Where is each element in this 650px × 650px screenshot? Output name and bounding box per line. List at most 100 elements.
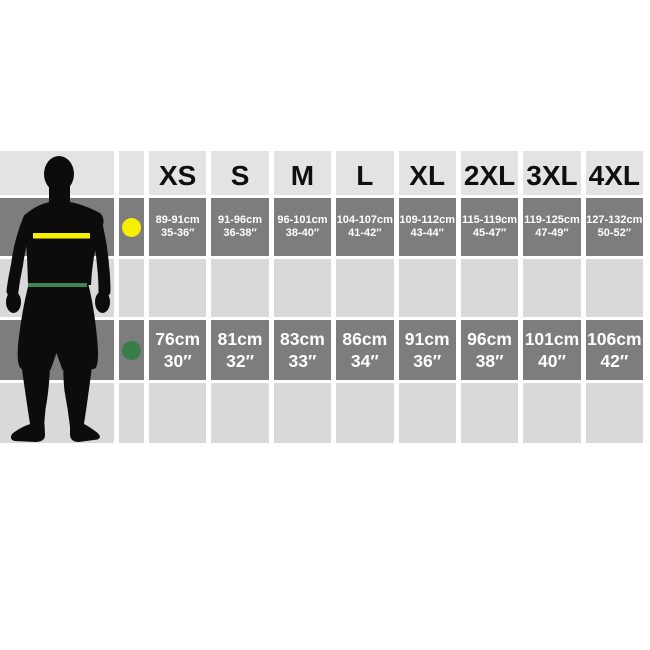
size-header-3xl: 3XL <box>523 151 581 195</box>
size-header-2xl: 2XL <box>460 151 519 195</box>
spacer-cell <box>523 383 581 443</box>
spacer-cell <box>336 383 394 443</box>
size-header-4xl: 4XL <box>585 151 643 195</box>
waist-measurement: 81cm 32″ <box>218 328 263 372</box>
waist-marker-cell <box>119 320 144 380</box>
waist-cm: 83cm <box>280 329 325 349</box>
size-header-s: S <box>211 151 269 195</box>
chest-measurement: 89-91cm 35-36″ <box>156 214 200 241</box>
waist-in: 34″ <box>350 351 379 371</box>
chest-cell-xl: 109-112cm 43-44″ <box>398 198 456 256</box>
chest-cell-2xl: 115-119cm 45-47″ <box>460 198 519 256</box>
waist-cm: 76cm <box>155 329 201 349</box>
chest-cm: 96-101cm <box>277 213 328 226</box>
chest-measurement: 91-96cm 36-38″ <box>218 214 262 241</box>
chest-measurement: 115-119cm 45-47″ <box>462 214 517 241</box>
figure-column-bottom-band <box>0 383 114 443</box>
size-label: XL <box>409 160 446 191</box>
chest-cell-l: 104-107cm 41-42″ <box>336 198 394 256</box>
size-header-xl: XL <box>398 151 456 195</box>
waist-in: 42″ <box>600 351 629 371</box>
spacer-cell <box>460 383 519 443</box>
waist-measurement: 86cm 34″ <box>342 328 387 372</box>
waist-in: 40″ <box>538 351 566 371</box>
waist-measurement: 76cm 30″ <box>155 328 200 372</box>
size-label: S <box>230 160 250 191</box>
waist-cm: 106cm <box>587 329 642 349</box>
waist-cell-s: 81cm 32″ <box>211 320 269 380</box>
size-label: M <box>290 160 315 191</box>
chest-cm: 127-132cm <box>586 213 643 226</box>
size-label: XS <box>159 160 197 191</box>
spacer-cell <box>585 383 643 443</box>
spacer-cell <box>211 383 269 443</box>
waist-cell-2xl: 96cm 38″ <box>460 320 519 380</box>
waist-in: 36″ <box>413 351 442 371</box>
chest-in: 43-44″ <box>410 227 444 239</box>
chest-cm: 104-107cm <box>336 213 393 226</box>
figure-column-header-band <box>0 151 114 195</box>
waist-measurement: 83cm 33″ <box>280 328 325 372</box>
chest-marker-cell <box>119 198 144 256</box>
chest-cm: 109-112cm <box>399 213 456 226</box>
spacer-cell <box>585 259 643 317</box>
waist-measurement: 91cm 36″ <box>405 328 450 372</box>
spacer-cell <box>149 259 207 317</box>
chest-measurement: 104-107cm 41-42″ <box>337 214 393 241</box>
chest-measurement: 96-101cm 38-40″ <box>277 214 327 241</box>
marker-column-header-band <box>119 151 144 195</box>
size-label: 3XL <box>526 160 578 191</box>
chest-in: 38-40″ <box>285 227 320 239</box>
waist-cm: 91cm <box>404 329 450 349</box>
chest-cell-4xl: 127-132cm 50-52″ <box>585 198 643 256</box>
chest-measurement: 127-132cm 50-52″ <box>586 214 642 241</box>
waist-in: 32″ <box>226 351 254 371</box>
waist-in: 33″ <box>288 351 317 371</box>
waist-cell-xs: 76cm 30″ <box>149 320 207 380</box>
chest-cm: 115-119cm <box>462 213 518 226</box>
size-label: L <box>356 160 374 191</box>
chest-cell-3xl: 119-125cm 47-49″ <box>523 198 581 256</box>
spacer-cell <box>211 259 269 317</box>
waist-cm: 101cm <box>524 329 580 349</box>
waist-cm: 96cm <box>467 329 512 349</box>
chest-cm: 119-125cm <box>524 213 580 226</box>
waist-in: 30″ <box>163 351 192 371</box>
spacer-cell <box>273 383 332 443</box>
size-label: 4XL <box>588 160 640 191</box>
green-dot-icon <box>122 340 141 360</box>
spacer-cell <box>273 259 332 317</box>
waist-cell-l: 86cm 34″ <box>336 320 394 380</box>
figure-column-waist-band <box>0 320 114 380</box>
spacer-cell <box>398 259 456 317</box>
spacer-cell <box>460 259 519 317</box>
chest-cell-xs: 89-91cm 35-36″ <box>149 198 207 256</box>
chest-in: 47-49″ <box>535 227 569 239</box>
size-header-xs: XS <box>149 151 207 195</box>
chest-in: 45-47″ <box>472 227 507 239</box>
waist-in: 38″ <box>475 351 504 371</box>
waist-cell-4xl: 106cm 42″ <box>585 320 643 380</box>
spacer-cell <box>336 259 394 317</box>
size-header-m: M <box>273 151 332 195</box>
chest-cell-m: 96-101cm 38-40″ <box>273 198 332 256</box>
waist-cell-m: 83cm 33″ <box>273 320 332 380</box>
chest-in: 35-36″ <box>160 227 195 239</box>
chest-in: 36-38″ <box>223 227 257 239</box>
waist-cell-3xl: 101cm 40″ <box>523 320 581 380</box>
waist-cm: 81cm <box>217 329 263 349</box>
marker-column-spacer <box>119 259 144 317</box>
spacer-cell <box>398 383 456 443</box>
size-header-l: L <box>336 151 394 195</box>
chest-measurement: 119-125cm 47-49″ <box>524 214 580 241</box>
chest-cm: 89-91cm <box>155 213 200 226</box>
waist-cell-xl: 91cm 36″ <box>398 320 456 380</box>
chest-measurement: 109-112cm 43-44″ <box>399 214 455 241</box>
size-label: 2XL <box>463 160 516 191</box>
chest-cell-s: 91-96cm 36-38″ <box>211 198 269 256</box>
chest-cm: 91-96cm <box>218 213 263 226</box>
spacer-cell <box>149 383 207 443</box>
figure-column-chest-band <box>0 198 114 256</box>
chest-in: 41-42″ <box>348 227 382 239</box>
